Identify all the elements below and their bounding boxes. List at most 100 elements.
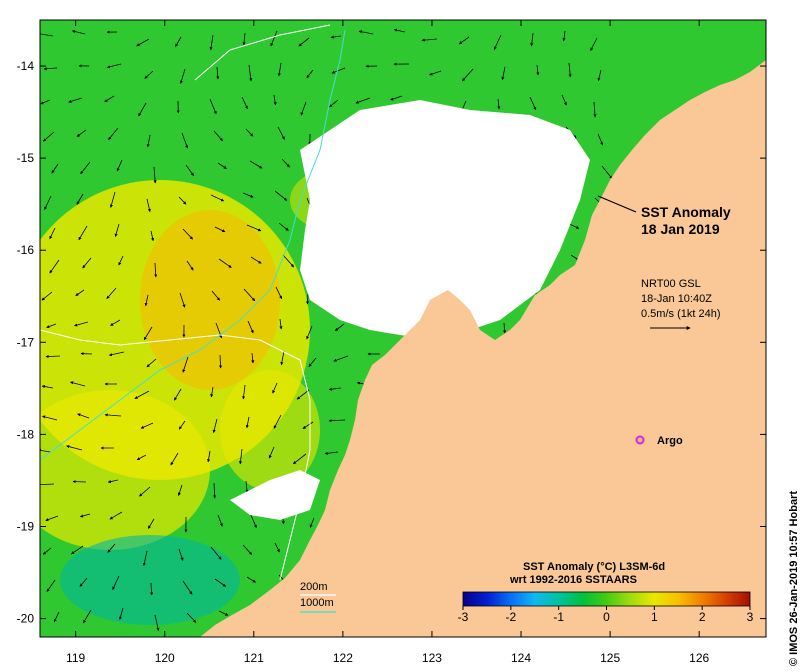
current-vector	[273, 414, 282, 429]
current-vector	[242, 384, 246, 400]
current-vector	[210, 546, 222, 560]
colorbar-title-line2: wrt 1992-2016 SSTAARS	[509, 574, 637, 586]
current-vector	[42, 547, 52, 555]
current-vector	[104, 413, 122, 417]
current-vector	[118, 255, 124, 266]
current-vector	[68, 97, 83, 103]
current-vector	[136, 454, 147, 461]
current-vector	[242, 544, 253, 555]
currents-time: 18-Jan 10:40Z	[641, 293, 712, 305]
current-vector	[273, 94, 277, 106]
current-vector	[597, 69, 602, 82]
current-vector	[218, 258, 232, 268]
current-vector	[308, 357, 317, 367]
y-tick-label: -15	[17, 151, 35, 165]
current-vector	[186, 260, 194, 271]
current-vector	[245, 416, 250, 429]
current-vector	[45, 354, 61, 359]
current-vector	[179, 68, 186, 84]
current-vector	[214, 578, 227, 587]
current-vector	[108, 351, 125, 357]
current-vector	[182, 228, 193, 240]
current-vector	[146, 358, 157, 368]
current-vector	[300, 101, 307, 116]
current-vector	[536, 64, 540, 76]
current-vector	[213, 482, 217, 499]
current-vector	[178, 420, 186, 430]
current-vector	[216, 66, 220, 80]
current-vector	[150, 230, 155, 242]
current-vector	[79, 577, 88, 587]
current-vector	[279, 318, 283, 330]
current-vector	[502, 322, 507, 334]
current-vector	[73, 321, 89, 327]
current-vector	[458, 36, 470, 45]
current-vector	[109, 191, 116, 208]
y-tick-label: -14	[17, 59, 35, 73]
current-vector	[136, 38, 150, 47]
current-vector	[218, 354, 223, 369]
colorbar-tick-label: -2	[505, 610, 516, 624]
colorbar: SST Anomaly (°C) L3SM-6d wrt 1992-2016 S…	[458, 561, 754, 624]
current-vector	[178, 196, 187, 205]
bathy-legend-200: 200m	[300, 581, 328, 593]
land-mass	[200, 20, 766, 637]
current-vector	[429, 70, 442, 76]
contour-200m	[40, 329, 311, 581]
x-tick-label: 122	[333, 651, 353, 665]
current-vector	[174, 388, 182, 401]
current-vector	[49, 259, 60, 274]
current-vector	[71, 545, 84, 555]
current-vector	[40, 32, 54, 37]
current-vector	[530, 32, 534, 47]
current-vector	[250, 256, 262, 264]
current-vector	[110, 319, 121, 326]
colorbar-gradient	[462, 591, 751, 607]
current-vector	[245, 128, 254, 137]
current-vector	[69, 381, 86, 387]
current-vector	[77, 413, 90, 419]
argo-label: Argo	[657, 435, 683, 447]
current-vector	[40, 99, 51, 105]
current-vector	[355, 97, 371, 104]
current-vector	[140, 422, 154, 429]
current-vector	[142, 550, 148, 567]
current-vector	[154, 614, 160, 632]
imos-credit: © IMOS 26-Jan-2019 10:57 Hobart	[788, 491, 800, 666]
current-vector	[106, 287, 117, 299]
current-vector	[241, 96, 248, 110]
current-vector	[46, 323, 57, 329]
current-vector	[268, 446, 275, 459]
current-vector	[324, 451, 339, 455]
current-vector	[333, 355, 349, 362]
current-vector	[421, 38, 438, 42]
current-vector	[104, 95, 115, 103]
current-vector	[246, 576, 256, 583]
current-vector	[593, 101, 597, 118]
colorbar-tick-label: -1	[553, 610, 564, 624]
colorbar-tick-label: 1	[651, 610, 658, 624]
current-vector	[274, 190, 288, 201]
current-vector	[41, 384, 54, 389]
current-vector	[76, 129, 87, 137]
x-axis: 119 120 121 122 123 124 125 126	[66, 20, 710, 665]
current-vector	[149, 582, 154, 596]
current-vector	[251, 352, 255, 364]
current-vector	[146, 134, 151, 148]
sst-patch	[140, 210, 280, 390]
title-pointer	[597, 195, 637, 213]
current-vector	[246, 224, 262, 232]
current-vector	[306, 69, 314, 79]
x-tick-label: 126	[689, 651, 709, 665]
bathy-legend-1000: 1000m	[300, 597, 334, 609]
current-vector	[139, 486, 151, 497]
current-vector	[529, 96, 537, 111]
contour-1000m	[40, 29, 346, 461]
contour-200m-north	[194, 24, 331, 81]
current-vector	[186, 612, 197, 623]
current-vector	[328, 419, 346, 423]
x-tick-label: 124	[511, 651, 531, 665]
current-vector	[134, 390, 150, 399]
current-vector	[277, 62, 282, 77]
